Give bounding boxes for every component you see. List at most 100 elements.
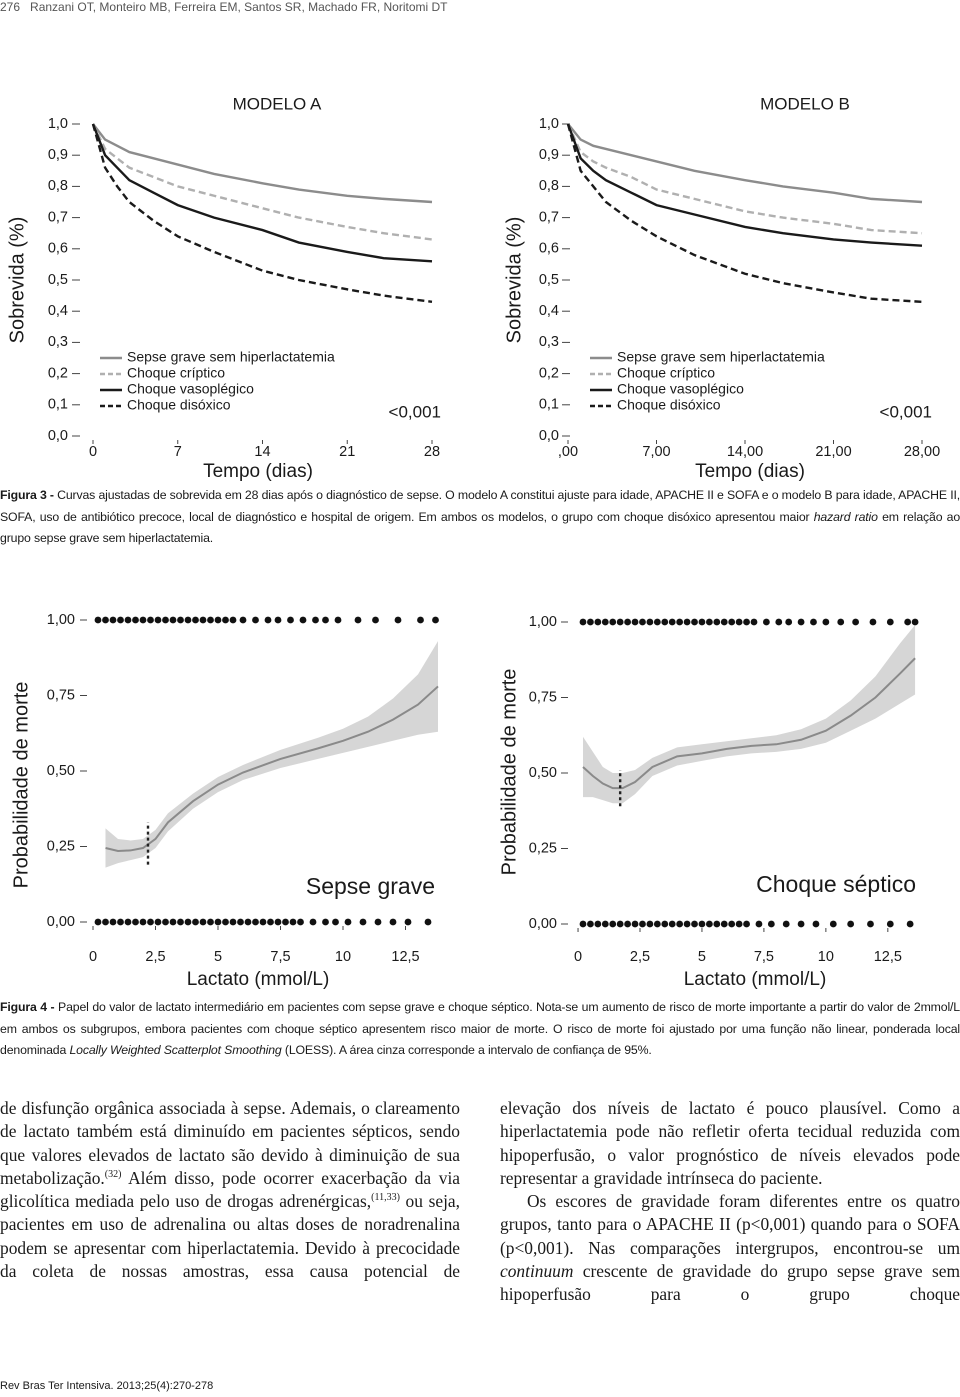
observation-dot xyxy=(609,920,617,928)
observation-dot xyxy=(199,616,207,624)
survival-curve xyxy=(91,123,433,241)
observation-dot xyxy=(432,616,439,624)
observation-dot xyxy=(691,618,698,626)
observation-dot xyxy=(735,920,743,928)
survival-curve xyxy=(566,123,923,304)
observation-dot xyxy=(259,918,267,926)
observation-dot xyxy=(698,920,706,928)
observation-dot xyxy=(762,618,770,626)
text: ou seja, pacientes em uso de adrenalina … xyxy=(0,1191,460,1282)
x-tick-label: 10 xyxy=(818,949,834,965)
observation-dot xyxy=(852,618,860,626)
x-tick-label: 28,00 xyxy=(904,444,940,460)
observation-dot xyxy=(587,920,594,928)
observation-dot xyxy=(374,918,382,926)
observation-dot xyxy=(579,618,587,626)
footer: Rev Bras Ter Intensiva. 2013;25(4):270-2… xyxy=(0,1380,214,1392)
observation-dot xyxy=(274,616,282,624)
observation-dot xyxy=(184,918,192,926)
observation-dot xyxy=(334,616,342,624)
observation-dot xyxy=(713,920,721,928)
observation-dot xyxy=(154,616,162,624)
x-tick-label: 21 xyxy=(339,444,355,460)
observation-dot xyxy=(631,920,639,928)
observation-dot xyxy=(785,618,793,626)
paragraph: Os escores de gravidade foram diferentes… xyxy=(500,1190,960,1306)
observation-dot xyxy=(394,616,402,624)
x-axis-label: Lactato (mmol/L) xyxy=(187,969,330,990)
observation-dot xyxy=(616,920,624,928)
caption-italic: Locally Weighted Scatterplot Smoothing xyxy=(69,1043,282,1057)
observation-dot xyxy=(601,618,609,626)
y-tick-label: 0,00 xyxy=(47,914,75,930)
text-italic: continuum xyxy=(500,1261,574,1282)
observation-dot xyxy=(837,618,845,626)
y-tick-label: 0,25 xyxy=(529,840,557,856)
observation-dot xyxy=(312,616,319,624)
survival-curve xyxy=(91,123,433,304)
x-tick-label: 14 xyxy=(254,444,270,460)
observation-dot xyxy=(289,918,297,926)
observation-dot xyxy=(117,616,124,624)
figure-3-caption: Figura 3 - Curvas ajustadas de sobrevida… xyxy=(0,485,960,550)
observation-dot xyxy=(132,616,139,624)
observation-dot xyxy=(886,920,894,928)
x-tick-label: 2,5 xyxy=(630,949,650,965)
observation-dot xyxy=(252,918,259,926)
y-tick-label: 0,3 xyxy=(48,334,68,350)
loess-curve xyxy=(105,685,439,853)
survival-curve xyxy=(566,123,923,247)
observation-dot xyxy=(653,618,661,626)
y-tick-label: 0,6 xyxy=(539,241,559,257)
y-tick-label: 0,25 xyxy=(47,838,75,854)
y-tick-label: 0,5 xyxy=(539,272,559,288)
x-tick-label: 2,5 xyxy=(145,949,165,965)
observation-dot xyxy=(609,618,617,626)
caption-text: em relação ao grupo sepse grave sem hipe… xyxy=(0,509,960,546)
observation-dot xyxy=(904,618,912,626)
observation-dot xyxy=(661,920,669,928)
observation-dot xyxy=(184,616,192,624)
confidence-band xyxy=(582,625,916,804)
observation-dot xyxy=(728,618,736,626)
chart-model-b: 0,0 0,1 0,2 0,3 0,4 0,5 0,6 0,7 0,8 0,9 1,0 ,00 7,00… xyxy=(503,94,940,482)
left-column: de disfunção orgânica associada à sepse.… xyxy=(0,1097,460,1283)
observation-dot xyxy=(653,920,661,928)
observation-dot xyxy=(750,618,758,626)
survival-curve xyxy=(92,123,433,204)
survival-curve xyxy=(567,123,923,204)
observation-dot xyxy=(264,616,272,624)
observation-dot xyxy=(676,618,684,626)
x-axis-label: Lactato (mmol/L) xyxy=(684,969,827,990)
observation-dot xyxy=(661,618,669,626)
observation-dot xyxy=(668,618,676,626)
y-tick-label: 0,6 xyxy=(48,241,68,257)
observation-dot xyxy=(782,920,790,928)
chart-title: MODELO B xyxy=(760,94,850,113)
observation-dot xyxy=(720,618,728,626)
observation-dot xyxy=(359,918,367,926)
chart-title: MODELO A xyxy=(233,94,322,113)
chart-sepse-grave: 0,00 0,25 0,50 0,75 1,00 0 2,5 5 7,5 10 12,5 Lactat… xyxy=(10,612,439,990)
observation-dot xyxy=(154,918,162,926)
x-tick-label: 0 xyxy=(574,949,582,965)
right-column: elevação dos níveis de lactato é pouco p… xyxy=(500,1097,960,1307)
observation-dot xyxy=(102,918,109,926)
observation-dot xyxy=(177,616,184,624)
y-tick-label: 0,1 xyxy=(539,397,559,413)
observation-dot xyxy=(869,618,877,626)
observation-dot xyxy=(755,920,763,928)
caption-text: Curvas ajustadas de sobrevida em 28 dias… xyxy=(0,488,960,524)
y-tick-label: 1,00 xyxy=(47,612,75,628)
x-tick-label: 7,5 xyxy=(270,949,290,965)
x-axis-label: Tempo (dias) xyxy=(695,461,805,482)
y-tick-label: 0,0 xyxy=(539,428,559,444)
y-tick-label: 1,00 xyxy=(529,614,557,630)
observation-dot xyxy=(417,616,424,624)
y-tick-label: 0,7 xyxy=(48,209,68,225)
x-tick-label: 10 xyxy=(335,949,351,965)
observation-dot xyxy=(389,918,397,926)
x-tick-label: 28 xyxy=(424,444,440,460)
y-tick-label: 0,2 xyxy=(539,365,559,381)
observation-dot xyxy=(829,920,837,928)
